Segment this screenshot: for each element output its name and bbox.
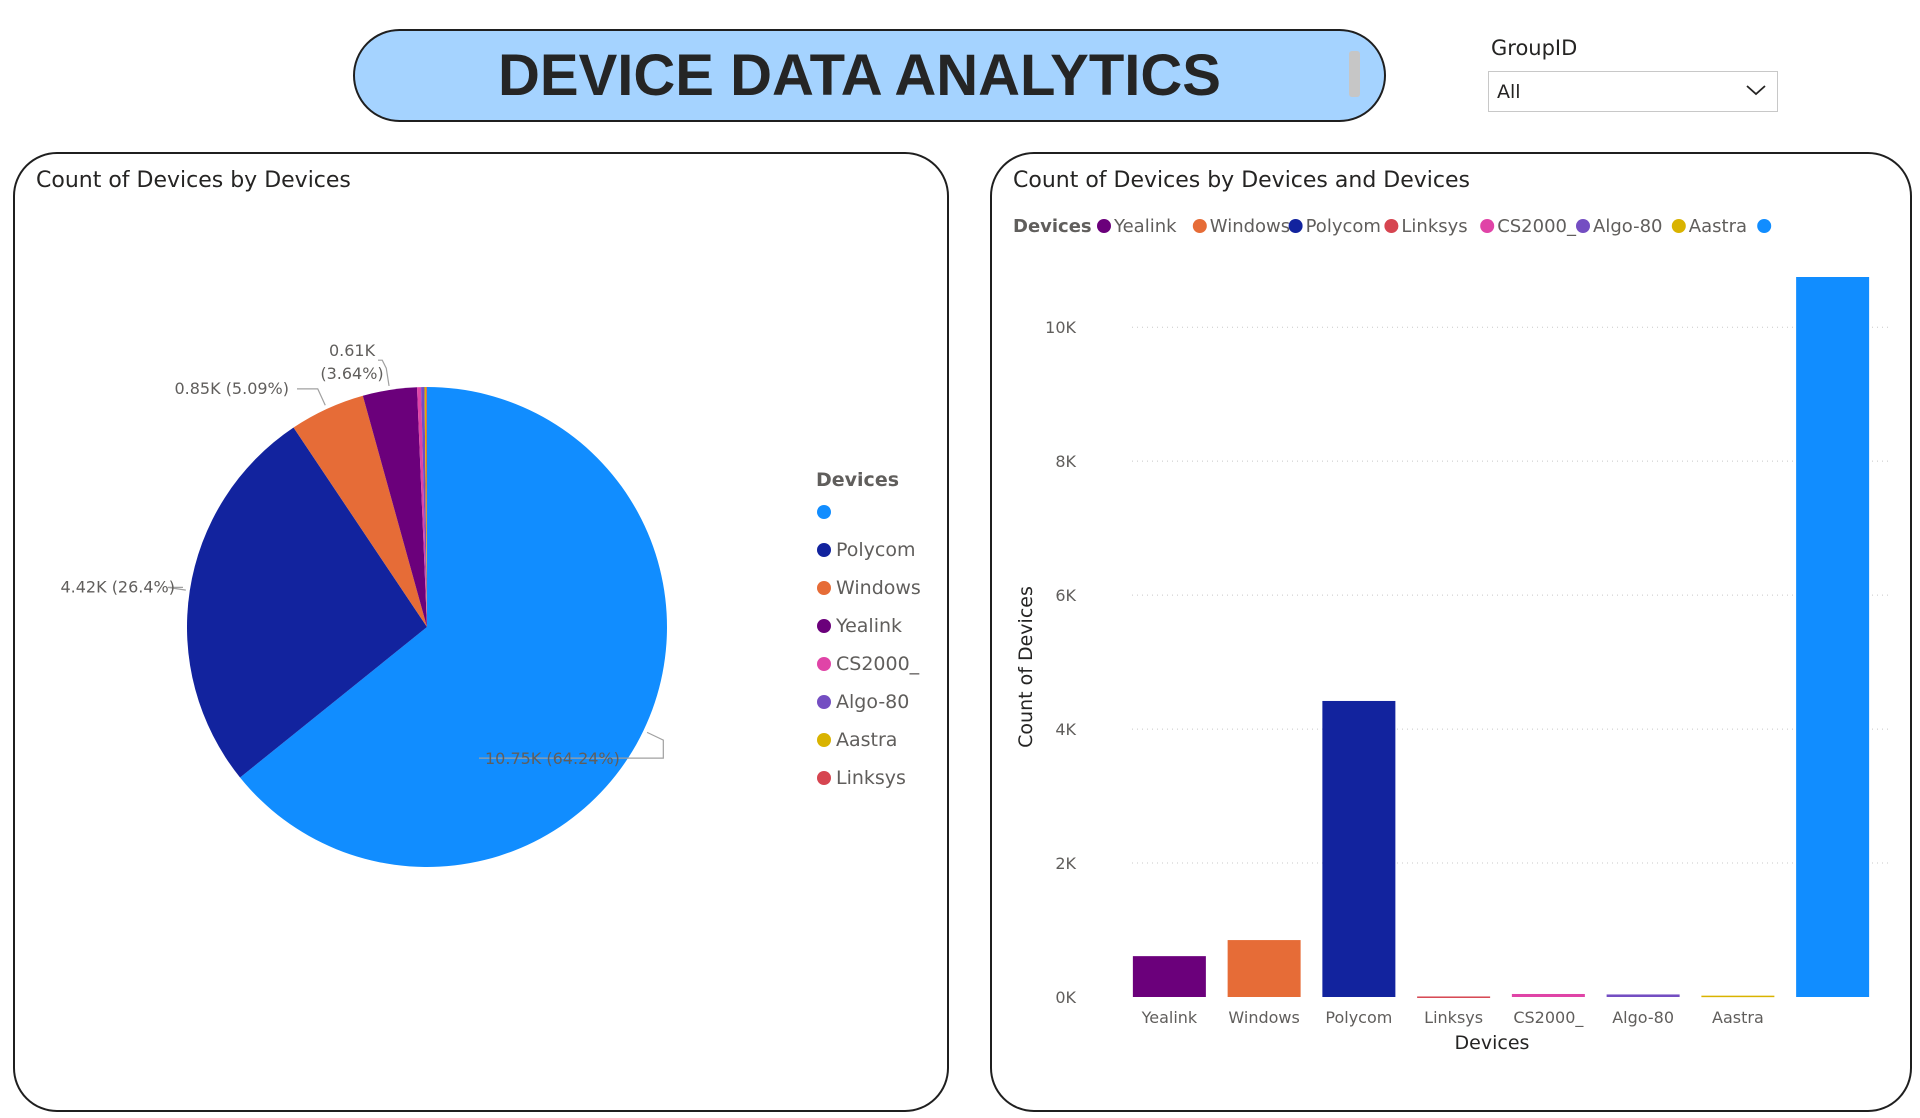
pie-chart-title: Count of Devices by Devices [36,168,351,193]
pie-legend-marker[interactable] [817,581,831,595]
bar-legend-marker[interactable] [1192,219,1207,233]
pie-slice[interactable] [417,387,427,627]
pie-leader-line [378,359,390,387]
bar-legend-label[interactable]: Linksys [1401,216,1467,237]
groupid-dropdown[interactable]: All [1488,71,1778,112]
pie-legend-marker[interactable] [817,771,831,785]
pie-legend-marker[interactable] [817,619,831,633]
bar[interactable] [1606,994,1680,997]
bar-chart-panel: Count of Devices by Devices and Devices … [990,152,1912,1112]
page-title: DEVICE DATA ANALYTICS [498,43,1221,108]
pie-legend-marker[interactable] [817,695,831,709]
pie-slice[interactable] [426,386,427,627]
bar[interactable] [1227,940,1301,997]
bar-x-axis-title: Devices [1455,1032,1530,1054]
bar-chart: Devices Yealink Windows Polycom Linksys CS200… [1013,216,1890,1054]
bar-legend-label[interactable]: Windows [1210,216,1290,237]
pie-data-label: 10.75K (64.24%) [485,749,620,768]
bar-legend-label[interactable]: CS2000_ [1497,216,1577,237]
bar-legend-label[interactable]: Aastra [1689,216,1747,237]
bar-legend-label[interactable]: Algo-80 [1593,216,1663,237]
bar-xtick-label: Algo-80 [1612,1008,1674,1027]
bar-legend-title: Devices [1013,216,1092,237]
pie-legend-label[interactable]: Polycom [836,539,916,561]
bar[interactable] [1701,995,1775,998]
pie-slice[interactable] [424,387,427,627]
pie-legend-label[interactable]: Yealink [835,615,902,637]
bar-legend-marker[interactable] [1757,219,1772,233]
bar-chart-title: Count of Devices by Devices and Devices [1013,168,1470,193]
pie-legend-label[interactable]: Algo-80 [836,691,909,713]
pie-legend-label[interactable]: Windows [836,577,921,599]
bar-ytick-label: 0K [1055,988,1076,1007]
pie-leader-line [167,586,186,591]
bar-xtick-label: Windows [1228,1008,1299,1027]
bar-xtick-label: Polycom [1325,1008,1392,1027]
pie-chart-panel: Count of Devices by Devices 10.75K (64.2… [13,152,949,1112]
title-banner: DEVICE DATA ANALYTICS [353,29,1386,122]
bar[interactable] [1132,956,1206,997]
bar-legend-marker[interactable] [1288,219,1303,233]
pie-legend-label[interactable]: Aastra [836,729,897,751]
pie-slice[interactable] [421,387,427,627]
slicer-label: GroupID [1491,36,1578,60]
bar-legend-marker[interactable] [1097,219,1111,233]
pie-legend-marker[interactable] [817,733,831,747]
bar-ytick-label: 10K [1045,318,1076,337]
pie-slice[interactable] [240,387,667,867]
bar-legend-marker[interactable] [1576,219,1590,233]
bar[interactable] [1511,993,1585,997]
pie-leader-line [479,731,664,759]
bar-xtick-label: Yealink [1141,1008,1198,1027]
bar-xtick-label: Aastra [1712,1008,1764,1027]
pie-leader-line [297,388,326,406]
bar-legend-marker[interactable] [1384,219,1399,233]
bar-xtick-label: Linksys [1424,1008,1483,1027]
bar-ytick-label: 4K [1055,720,1076,739]
dropdown-selected-value: All [1497,81,1521,103]
pie-chart: 10.75K (64.24%) 4.42K (26.4%) 0.85K (5.09%… [60,341,921,867]
bar-y-axis-title: Count of Devices [1015,586,1037,748]
bar-legend-label[interactable]: Yealink [1113,216,1177,237]
pie-legend-marker[interactable] [817,543,831,557]
pie-legend-label[interactable]: Linksys [836,767,906,789]
pie-slice[interactable] [362,387,427,627]
bar-ytick-label: 2K [1055,854,1076,873]
bar-legend-marker[interactable] [1671,219,1686,233]
pie-legend-title: Devices [816,469,899,491]
pie-slice[interactable] [186,427,427,778]
chevron-down-icon[interactable] [1745,80,1767,100]
bar[interactable] [1322,700,1396,997]
pie-data-label: (3.64%) [320,364,383,383]
bar-xtick-label: CS2000_ [1513,1008,1584,1028]
pie-data-label: 0.85K (5.09%) [174,379,289,398]
pie-data-label: 0.61K [329,341,376,360]
bar-legend-label[interactable]: Polycom [1306,216,1381,237]
title-scrollbar[interactable] [1349,51,1360,97]
bar[interactable] [1417,996,1491,998]
bar-ytick-label: 6K [1055,586,1076,605]
bar-ytick-label: 8K [1055,452,1076,471]
pie-legend-label[interactable]: CS2000_ [836,653,920,675]
pie-legend-marker[interactable] [817,505,831,519]
pie-legend-marker[interactable] [817,657,831,671]
pie-slice[interactable] [293,395,427,627]
bar[interactable] [1796,277,1870,997]
bar-legend-marker[interactable] [1480,219,1495,233]
pie-data-label: 4.42K (26.4%) [60,577,175,596]
